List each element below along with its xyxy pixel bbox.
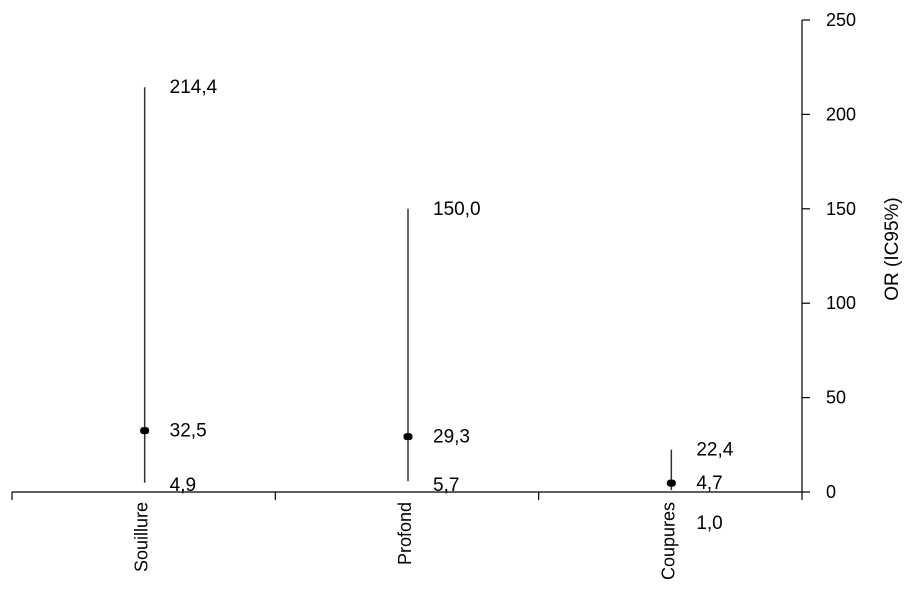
upper-label: 214,4 (170, 77, 218, 98)
y-tick-label: 200 (826, 104, 856, 124)
y-tick-label: 250 (826, 10, 856, 30)
or-point (403, 433, 413, 441)
x-axis: Souillure Profond Coupures (11, 491, 803, 580)
upper-label: 150,0 (433, 199, 481, 220)
or-label: 4,7 (696, 473, 722, 494)
series: 214,4 32,5 4,9 150,0 29,3 5,7 22,4 4,7 1,0 (140, 77, 734, 534)
lower-label: 5,7 (433, 475, 459, 496)
or-point (666, 479, 676, 487)
y-axis: 0 50 100 150 200 250 (801, 10, 856, 502)
lower-label: 1,0 (696, 513, 722, 534)
y-axis-title: OR (IC95%) (882, 197, 903, 300)
or-point (140, 427, 150, 435)
y-tick-label: 150 (826, 199, 856, 219)
y-tick-label: 0 (826, 482, 836, 502)
or-label: 29,3 (433, 427, 470, 448)
x-tick-label: Coupures (658, 502, 678, 580)
y-tick-label: 100 (826, 293, 856, 313)
lower-label: 4,9 (170, 475, 196, 496)
x-tick-label: Profond (395, 502, 415, 565)
x-tick-label: Souillure (132, 502, 152, 572)
y-tick-label: 50 (826, 388, 846, 408)
upper-label: 22,4 (696, 440, 733, 461)
or-label: 32,5 (170, 421, 207, 442)
